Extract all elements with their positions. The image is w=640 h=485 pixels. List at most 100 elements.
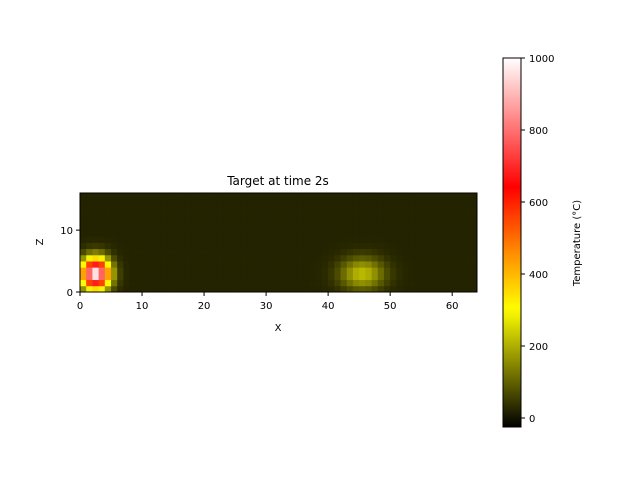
heatmap-cell [191,193,199,200]
heatmap-cell [390,254,397,262]
heatmap-cell [346,279,354,287]
heatmap-cell [464,217,472,225]
heatmap-cell [272,236,279,243]
heatmap-cell [173,205,180,212]
heatmap-cell [421,285,428,293]
heatmap-cell [98,193,106,200]
heatmap-cell [179,199,186,206]
heatmap-cell [303,248,310,256]
heatmap-cell [427,273,434,281]
heatmap-cell [80,279,87,287]
heatmap-cell [297,242,304,250]
heatmap-cell [352,279,360,287]
heatmap-cell [228,273,236,281]
heatmap-cell [216,254,224,262]
heatmap-cell [365,254,372,262]
heatmap-cell [328,279,335,287]
heatmap-cell [315,199,323,206]
heatmap-cell [371,193,379,200]
heatmap-cell [297,217,304,225]
heatmap-cell [371,254,379,262]
heatmap-cell [166,285,174,293]
heatmap-cell [458,279,465,287]
heatmap-cell [154,236,162,243]
heatmap-cell [458,285,465,293]
heatmap-cell [185,230,193,237]
heatmap-cell [321,254,329,262]
heatmap-cell [365,205,372,212]
heatmap-cell [241,279,248,287]
heatmap-cell [315,230,323,237]
heatmap-cell [160,279,168,287]
heatmap-cell [204,205,211,212]
heatmap-cell [191,254,199,262]
heatmap-cell [334,230,341,237]
heatmap-cell [340,248,348,256]
heatmap-cell [154,279,162,287]
heatmap-cell [222,273,230,281]
heatmap-cell [166,199,174,206]
heatmap-cell [117,230,124,237]
heatmap-cell [365,279,372,287]
heatmap-cell [123,223,131,231]
heatmap-cell [86,230,93,237]
heatmap-cell [222,248,230,256]
heatmap-cell [402,254,410,262]
heatmap-cell [253,223,261,231]
heatmap-cell [470,230,478,237]
heatmap-cell [179,230,186,237]
heatmap-cell [284,223,292,231]
heatmap-cell [346,285,354,293]
heatmap-cell [445,242,453,250]
heatmap-cell [185,211,193,219]
heatmap-cell [191,242,199,250]
heatmap-cell [129,254,137,262]
heatmap-cell [371,211,379,219]
heatmap-cell [408,230,416,237]
heatmap-cell [210,254,217,262]
heatmap-cell [421,205,428,212]
heatmap-cell [352,261,360,268]
heatmap-cell [154,254,162,262]
heatmap-cell [92,236,100,243]
heatmap-cell [315,279,323,287]
heatmap-cell [346,217,354,225]
heatmap-cell [222,230,230,237]
heatmap-cell [259,236,267,243]
heatmap-cell [160,242,168,250]
heatmap-cell [303,242,310,250]
heatmap-cell [166,254,174,262]
heatmap-cell [247,193,255,200]
heatmap-cell [321,205,329,212]
heatmap-cell [148,285,155,293]
heatmap-cell [142,211,149,219]
heatmap-cell [129,285,137,293]
heatmap-cell [123,211,131,219]
heatmap-cell [80,261,87,268]
heatmap-cell [334,267,341,274]
heatmap-cell [166,267,174,274]
heatmap-cell [86,199,93,206]
heatmap-cell [433,205,441,212]
heatmap-cell [241,217,248,225]
heatmap-cell [414,205,422,212]
heatmap-cell [297,211,304,219]
heatmap-cell [142,223,149,231]
heatmap-cell [210,236,217,243]
heatmap-cell [142,248,149,256]
heatmap-cell [197,261,205,268]
heatmap-cell [235,242,242,250]
heatmap-cell [402,242,410,250]
heatmap-cell [266,205,273,212]
heatmap-cell [439,279,447,287]
heatmap-cell [470,273,478,281]
heatmap-cell [383,223,391,231]
heatmap-cell [290,199,298,206]
heatmap-cell [346,211,354,219]
heatmap-cell [92,199,100,206]
heatmap-cell [148,193,155,200]
heatmap-cell [421,248,428,256]
heatmap-cell [104,205,112,212]
heatmap-cell [470,267,478,274]
heatmap-cell [197,267,205,274]
